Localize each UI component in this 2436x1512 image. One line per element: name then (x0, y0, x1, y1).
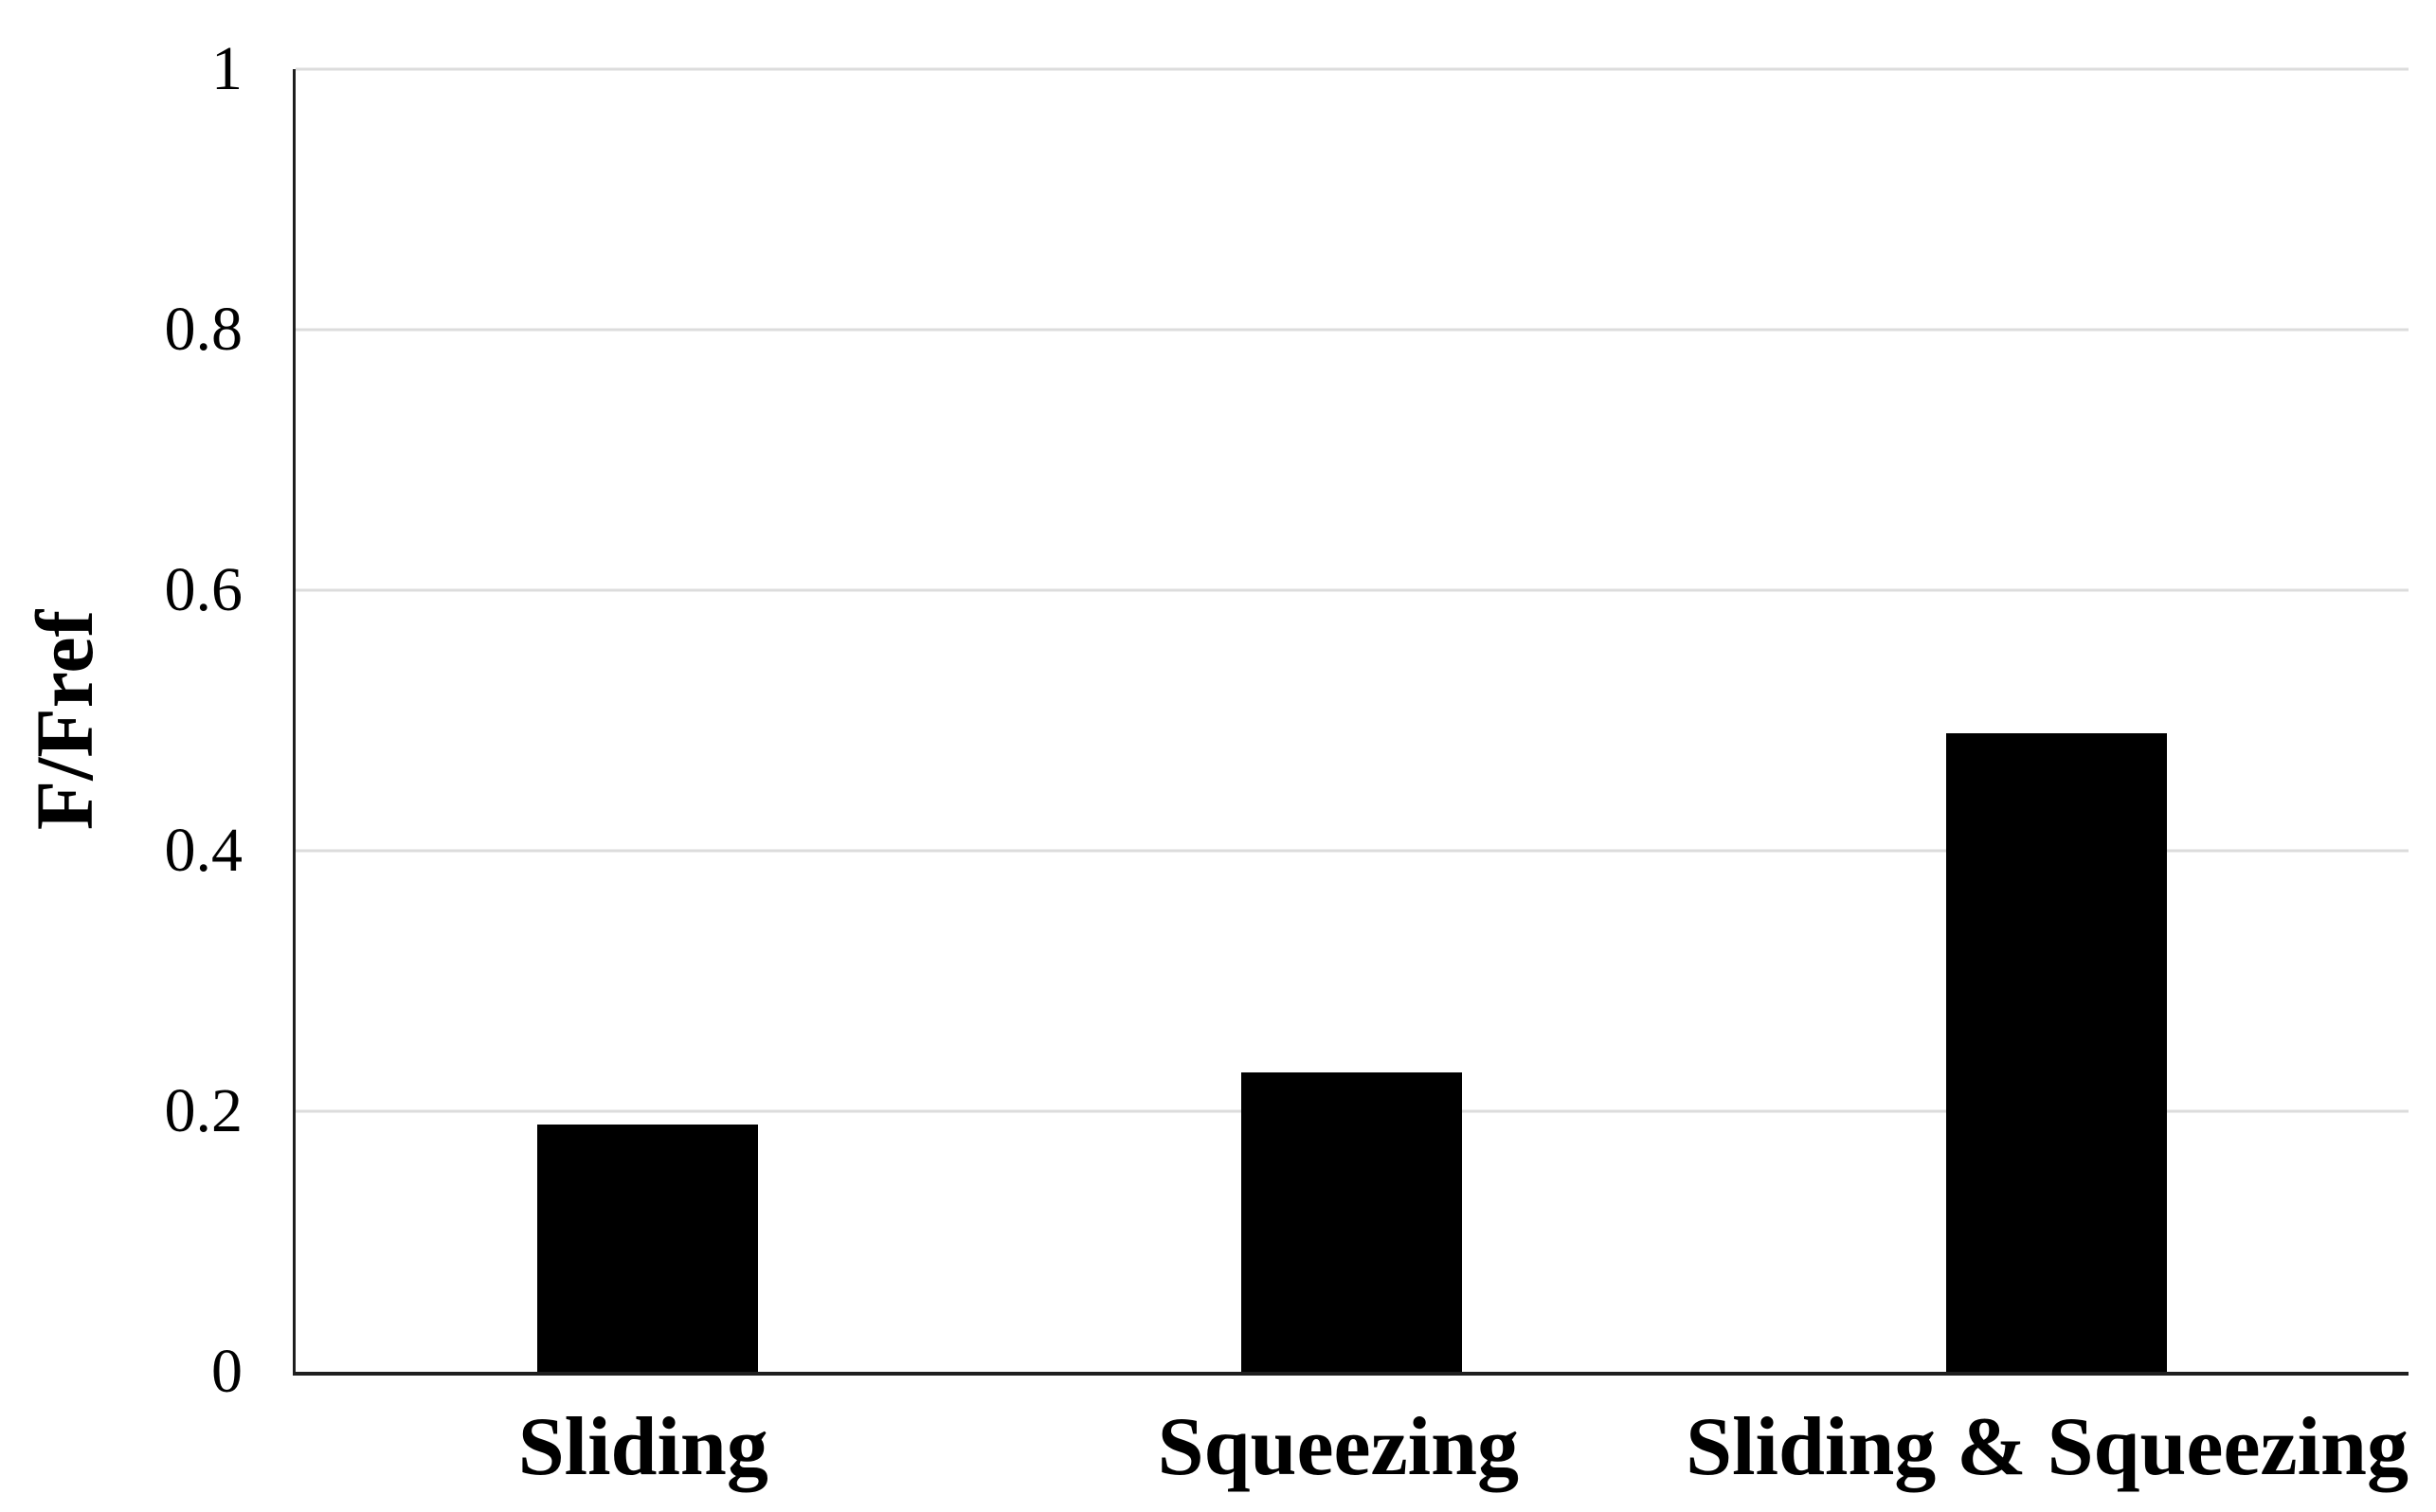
gridline (296, 328, 2409, 332)
y-tick-label: 0.4 (164, 816, 244, 885)
y-tick-label: 1 (211, 34, 243, 103)
x-category-label: Sliding & Squeezing (1686, 1401, 2409, 1493)
x-category-label: Sliding (517, 1401, 768, 1493)
plot-area (296, 67, 2409, 1372)
y-tick-label: 0.2 (164, 1076, 244, 1145)
y-axis-title: F/Fref (19, 609, 110, 831)
gridline (296, 588, 2409, 592)
category-cell (296, 69, 1000, 1372)
y-tick-label: 0 (211, 1337, 243, 1406)
gridline (296, 849, 2409, 853)
x-axis-labels: Sliding Squeezing Sliding & Squeezing (296, 1399, 2409, 1495)
x-axis-line (293, 1372, 2409, 1376)
category-cell (1000, 69, 1704, 1372)
y-axis-line (293, 69, 296, 1376)
gridline (296, 67, 2409, 71)
y-tick-label: 0.6 (164, 555, 244, 624)
x-category-label: Squeezing (1157, 1401, 1520, 1493)
bar-series (296, 69, 2409, 1372)
y-tick-label: 0.8 (164, 295, 244, 364)
bar-sliding (537, 1124, 759, 1372)
category-cell (1705, 69, 2409, 1372)
bar-squeezing (1241, 1071, 1463, 1372)
bar-sliding-squeezing (1945, 733, 2167, 1372)
